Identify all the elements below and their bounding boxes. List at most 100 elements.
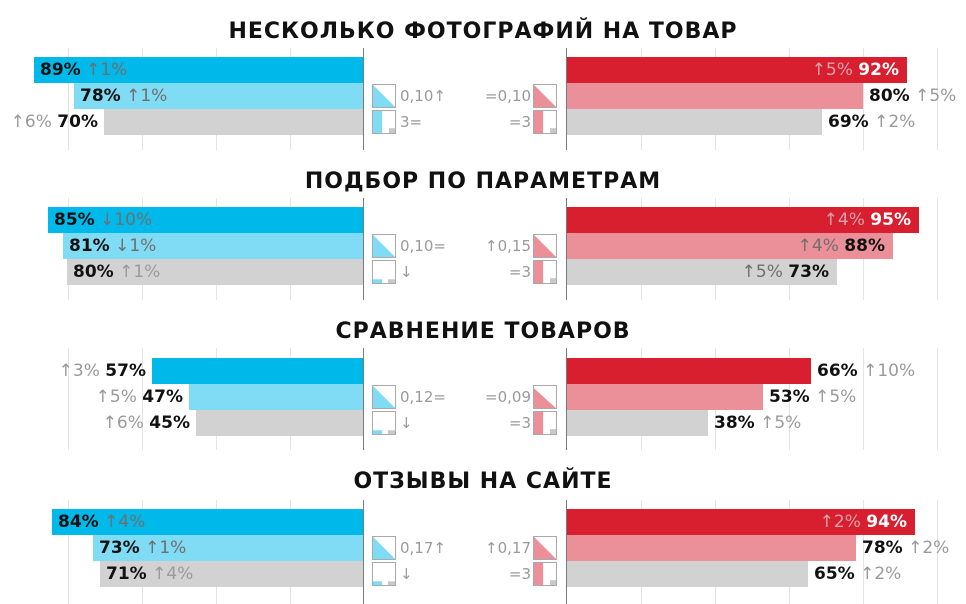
gridline <box>937 348 938 450</box>
right-bar-label: ↑2% 94% <box>820 509 907 535</box>
change: ↑5% <box>915 86 957 106</box>
left-bar-label: 81% ↓1% <box>69 233 156 259</box>
change: ↑6% <box>10 112 52 132</box>
gridline <box>937 198 938 300</box>
right-bar-label: ↑4% 95% <box>824 207 911 233</box>
rank-bar-icon <box>533 260 557 284</box>
change: ↑6% <box>102 413 144 433</box>
change: ↑2% <box>819 512 861 532</box>
right-bar <box>567 233 893 259</box>
right-bar <box>567 561 808 587</box>
right-bar <box>567 109 822 135</box>
left-bar <box>100 561 363 587</box>
right-rank: =3 <box>508 414 531 432</box>
value: 78% <box>862 538 903 558</box>
left-bar-label: ↑6% 45% <box>103 410 190 436</box>
left-bar <box>74 83 363 109</box>
right-bar <box>567 207 919 233</box>
change: ↑5% <box>760 413 802 433</box>
right-bar-label: 69% ↑2% <box>828 109 915 135</box>
left-axis <box>363 348 364 450</box>
value: 94% <box>866 512 907 532</box>
left-bar <box>93 535 363 561</box>
change: ↑10% <box>863 361 916 381</box>
change: ↓10% <box>100 210 153 230</box>
change: ↑3% <box>58 361 100 381</box>
rank-bar-icon <box>533 562 557 586</box>
left-bar <box>52 509 363 535</box>
left-bar <box>196 410 363 436</box>
value: 95% <box>870 210 911 230</box>
change: ↑4% <box>797 236 839 256</box>
value: 85% <box>54 210 95 230</box>
change: ↑2% <box>860 564 902 584</box>
change: ↑1% <box>86 60 128 80</box>
left-bar <box>63 233 363 259</box>
value: 70% <box>57 112 98 132</box>
left-bar-label: ↑3% 57% <box>59 358 146 384</box>
section-title-text: НЕСКОЛЬКО ФОТОГРАФИЙ НА ТОВАР <box>220 19 746 44</box>
change: ↑5% <box>815 387 857 407</box>
value: 73% <box>99 538 140 558</box>
right-bar <box>567 83 863 109</box>
right-coefficient: =0,10 <box>485 87 531 105</box>
change: ↑2% <box>908 538 950 558</box>
value: 80% <box>73 262 114 282</box>
change: ↑5% <box>95 387 137 407</box>
coefficient-triangle-icon <box>533 536 557 560</box>
value: 65% <box>814 564 855 584</box>
value: 78% <box>80 86 121 106</box>
left-axis <box>363 500 364 604</box>
right-bar <box>567 358 811 384</box>
left-bar-label: 78% ↑1% <box>80 83 167 109</box>
right-axis <box>566 198 567 300</box>
left-axis <box>363 198 364 300</box>
left-rank: ↓ <box>400 565 413 583</box>
right-rank: =3 <box>508 565 531 583</box>
value: 73% <box>788 262 829 282</box>
left-bar-label: 89% ↑1% <box>40 57 127 83</box>
gridline <box>68 500 69 604</box>
change: ↑4% <box>152 564 194 584</box>
change: ↑5% <box>811 60 853 80</box>
value: 38% <box>714 413 755 433</box>
left-bar-label: 80% ↑1% <box>73 259 160 285</box>
right-bar-label: 53% ↑5% <box>769 384 856 410</box>
rank-bar-icon <box>372 562 396 586</box>
left-coefficient: 0,12= <box>400 388 446 406</box>
gridline <box>863 348 864 450</box>
right-bar <box>567 535 856 561</box>
left-rank: ↓ <box>400 263 413 281</box>
gridline <box>937 48 938 150</box>
right-bar <box>567 509 915 535</box>
right-coefficient: ↑0,15 <box>485 237 531 255</box>
section-title-text: ОТЗЫВЫ НА САЙТЕ <box>345 469 621 494</box>
coefficient-triangle-icon <box>533 234 557 258</box>
gridline <box>863 500 864 604</box>
change: ↓1% <box>115 236 157 256</box>
section-title: ОТЗЫВЫ НА САЙТЕ <box>0 466 966 498</box>
left-rank: ↓ <box>400 414 413 432</box>
gridline <box>937 500 938 604</box>
left-bar <box>152 358 363 384</box>
right-bar-label: 78% ↑2% <box>862 535 949 561</box>
left-rank: 3= <box>400 113 423 131</box>
value: 57% <box>105 361 146 381</box>
coefficient-triangle-icon <box>372 84 396 108</box>
value: 71% <box>106 564 147 584</box>
right-bar-label: ↑4% 88% <box>798 233 885 259</box>
value: 53% <box>769 387 810 407</box>
coefficient-triangle-icon <box>533 385 557 409</box>
right-bar-label: 65% ↑2% <box>814 561 901 587</box>
gridline <box>68 48 69 150</box>
left-bar <box>189 384 363 410</box>
gridline <box>863 48 864 150</box>
left-bar <box>48 207 363 233</box>
left-bar <box>104 109 363 135</box>
rank-bar-icon <box>533 110 557 134</box>
value: 84% <box>58 512 99 532</box>
left-bar-label: 73% ↑1% <box>99 535 186 561</box>
right-coefficient: =0,09 <box>485 388 531 406</box>
change: ↑2% <box>874 112 916 132</box>
section-title-text: ПОДБОР ПО ПАРАМЕТРАМ <box>296 169 670 194</box>
